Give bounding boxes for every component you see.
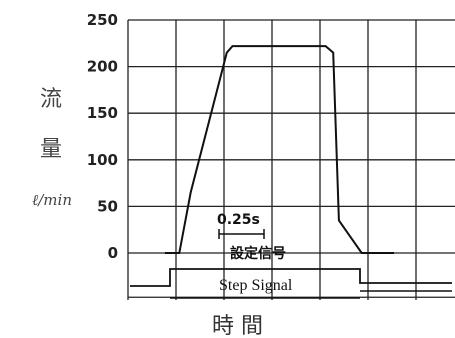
y-tick-label: 100 — [87, 151, 118, 169]
y-label-unit: ℓ/min — [32, 191, 72, 209]
y-tick-label: 200 — [87, 58, 118, 76]
setting-signal-label: 設定信号 — [230, 245, 286, 262]
x-axis-label: 時 間 — [212, 314, 263, 338]
y-tick-label: 50 — [97, 197, 118, 215]
y-tick-labels: 0 50 100 150 200 250 — [87, 11, 118, 262]
y-label-char-1: 流 — [40, 87, 62, 112]
y-axis-label: 流 量 ℓ/min — [32, 87, 72, 209]
y-tick-label: 250 — [87, 11, 118, 29]
y-tick-label: 150 — [87, 104, 118, 122]
step-signal-line — [130, 268, 452, 287]
flow-rate-series-line — [165, 45, 394, 254]
annotations: 0.25s 設定信号 Step Signal — [217, 212, 293, 294]
interval-bracket — [218, 229, 265, 239]
y-label-char-2: 量 — [40, 137, 62, 162]
grid — [127, 19, 455, 300]
step-signal-trace — [130, 268, 452, 299]
step-signal-label: Step Signal — [219, 277, 293, 294]
y-tick-label: 0 — [108, 244, 118, 262]
interval-annotation-label: 0.25s — [217, 212, 260, 228]
